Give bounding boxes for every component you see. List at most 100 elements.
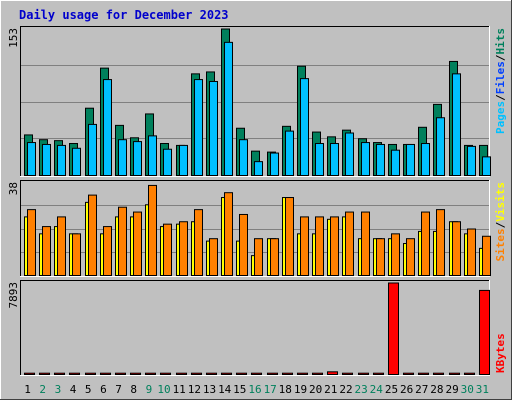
x-tick-label-day-9: 9 [146, 383, 153, 396]
x-tick-label-day-8: 8 [130, 383, 137, 396]
bar-kbytes-day-7 [115, 372, 126, 376]
panel-legend: Sites/Visits [494, 182, 507, 262]
x-tick-label-day-5: 5 [85, 383, 92, 396]
bar-pages-day-22 [345, 132, 354, 177]
bar-sites-day-22 [345, 211, 354, 276]
bar-kbytes-day-12 [191, 372, 202, 376]
bar-sites-day-13 [209, 238, 218, 276]
bar-kbytes-day-20 [312, 372, 323, 376]
x-tick-label-day-27: 27 [415, 383, 428, 396]
bar-kbytes-day-14 [221, 372, 232, 376]
legend-separator: / [494, 94, 507, 101]
bar-sites-day-25 [391, 233, 400, 276]
bar-pages-day-17 [270, 152, 279, 177]
bar-kbytes-day-29 [449, 372, 460, 376]
x-tick-label-day-2: 2 [39, 383, 46, 396]
bar-pages-day-27 [421, 143, 430, 177]
bar-kbytes-day-17 [267, 372, 278, 376]
bar-pages-day-2 [42, 143, 51, 176]
x-tick-label-day-31: 31 [476, 383, 489, 396]
legend-pages: Pages [494, 101, 507, 134]
bar-kbytes-day-22 [342, 372, 353, 376]
bar-sites-day-2 [42, 226, 51, 276]
panel-hits-files-pages: 153 Pages/Files/Hits [7, 26, 507, 177]
bar-sites-day-10 [163, 223, 172, 277]
bar-kbytes-day-3 [54, 372, 65, 376]
y-max-label: 153 [7, 28, 20, 48]
x-tick-label-day-29: 29 [445, 383, 458, 396]
bar-pages-day-12 [194, 79, 203, 176]
x-tick-label-day-24: 24 [370, 383, 384, 396]
bar-sites-day-17 [270, 238, 279, 276]
bar-kbytes-day-5 [85, 372, 96, 376]
x-tick-label-day-11: 11 [173, 383, 186, 396]
bar-kbytes-day-18 [282, 372, 293, 376]
bar-sites-day-12 [194, 209, 203, 276]
plot-area [20, 280, 490, 376]
bar-sites-day-21 [330, 216, 339, 276]
bar-kbytes-day-1 [24, 372, 35, 376]
bar-pages-day-31 [482, 156, 491, 176]
bar-pages-day-15 [239, 139, 248, 176]
x-tick-label-day-21: 21 [324, 383, 337, 396]
bar-pages-day-21 [330, 143, 339, 177]
x-tick-label-day-16: 16 [248, 383, 261, 396]
bar-pages-day-24 [376, 143, 385, 176]
bar-sites-day-11 [179, 221, 188, 277]
bar-pages-day-25 [391, 149, 400, 177]
legend-visits: Visits [494, 182, 507, 222]
bar-sites-day-24 [376, 238, 385, 276]
panel-legend: KBytes [494, 333, 507, 373]
legend-files: Files [494, 61, 507, 94]
bar-pages-day-4 [72, 147, 81, 177]
bar-sites-day-9 [148, 184, 157, 276]
legend-separator: / [494, 54, 507, 61]
bar-kbytes-day-30 [464, 372, 475, 376]
bar-pages-day-11 [179, 144, 188, 177]
y-max-label: 7893 [7, 282, 20, 309]
bar-kbytes-day-21 [327, 371, 338, 375]
x-tick-label-day-30: 30 [461, 383, 474, 396]
bar-pages-day-6 [103, 79, 112, 176]
bar-pages-day-18 [285, 130, 294, 176]
bar-pages-day-26 [406, 143, 415, 176]
x-tick-label-day-20: 20 [309, 383, 322, 396]
x-axis-labels: 1 2 3 4 5 6 7 8 9 10 11 12 13 14 15 16 17 18 19 20 21 22 23 24 2… [24, 383, 489, 396]
bar-kbytes-day-15 [236, 372, 247, 376]
x-tick-label-day-28: 28 [430, 383, 443, 396]
bar-kbytes-day-28 [433, 372, 444, 376]
bar-kbytes-day-25 [388, 282, 399, 375]
bar-pages-day-20 [315, 143, 324, 177]
panel-legend: Pages/Files/Hits [494, 28, 507, 134]
bar-kbytes-day-24 [373, 372, 384, 376]
bar-pages-day-8 [133, 141, 142, 176]
bar-sites-day-28 [436, 209, 445, 276]
bar-kbytes-day-8 [130, 372, 141, 376]
bar-pages-day-10 [163, 148, 172, 176]
bar-kbytes-day-19 [297, 372, 308, 376]
x-tick-label-day-17: 17 [264, 383, 277, 396]
x-tick-label-day-15: 15 [233, 383, 246, 396]
bar-kbytes-day-23 [358, 372, 369, 376]
bar-kbytes-day-11 [176, 372, 187, 376]
bar-sites-day-5 [88, 194, 97, 277]
bar-kbytes-day-4 [69, 372, 80, 376]
x-tick-label-day-10: 10 [157, 383, 170, 396]
x-tick-label-day-6: 6 [100, 383, 107, 396]
bar-sites-day-18 [285, 197, 294, 277]
bar-kbytes-day-9 [145, 372, 156, 376]
x-tick-label-day-3: 3 [55, 383, 62, 396]
bar-pages-day-28 [436, 117, 445, 176]
bar-pages-day-7 [118, 139, 127, 176]
bar-sites-day-8 [133, 211, 142, 276]
bar-pages-day-14 [224, 41, 233, 176]
legend-sites: Sites [494, 228, 507, 261]
x-tick-label-day-26: 26 [400, 383, 413, 396]
bar-sites-day-15 [239, 213, 248, 276]
bar-sites-day-23 [361, 211, 370, 276]
bar-sites-day-4 [72, 233, 81, 276]
bar-kbytes-day-31 [479, 289, 490, 375]
chart-title: Daily usage for December 2023 [19, 8, 229, 22]
x-tick-label-day-22: 22 [339, 383, 352, 396]
